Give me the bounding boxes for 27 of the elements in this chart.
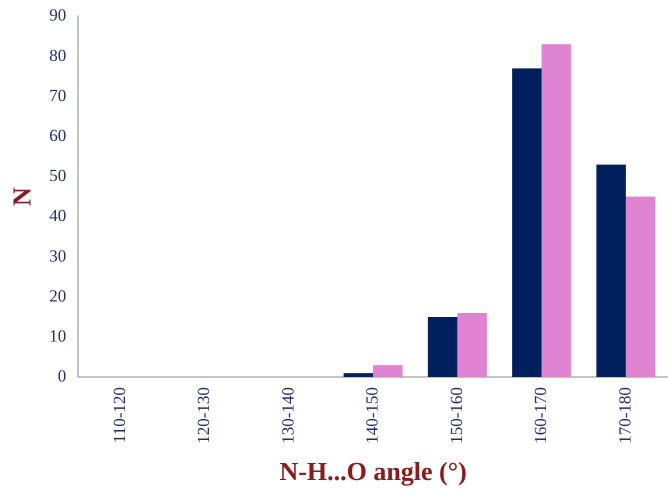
x-tick-label: 110-120 <box>110 387 129 444</box>
bar <box>626 196 656 378</box>
x-tick-label: 130-140 <box>278 387 298 444</box>
x-tick-label: 170-180 <box>615 387 634 444</box>
y-tick-label: 20 <box>49 286 66 306</box>
y-tick-label: 80 <box>49 46 66 65</box>
bar <box>457 312 487 378</box>
y-tick-label: 90 <box>49 6 66 25</box>
bar <box>344 373 374 378</box>
bar <box>512 68 542 378</box>
y-tick-label: 10 <box>49 326 66 346</box>
bar <box>596 164 626 378</box>
bar <box>373 365 403 378</box>
x-tick-label: 150-160 <box>446 387 466 444</box>
bar <box>428 316 458 378</box>
x-tick-label: 140-150 <box>362 387 382 444</box>
y-tick-label: 60 <box>49 126 66 145</box>
x-axis-title: N-H...O angle (°) <box>279 457 467 486</box>
bar <box>542 44 572 378</box>
y-tick-label: 70 <box>49 86 66 105</box>
x-tick-label: 160-170 <box>531 387 550 444</box>
y-tick-label: 40 <box>49 206 66 226</box>
y-tick-label: 30 <box>49 246 66 266</box>
y-tick-label: 50 <box>49 166 66 186</box>
y-tick-label: 0 <box>58 366 66 386</box>
x-tick-label: 120-130 <box>194 387 214 444</box>
y-axis-title: N <box>7 187 36 206</box>
